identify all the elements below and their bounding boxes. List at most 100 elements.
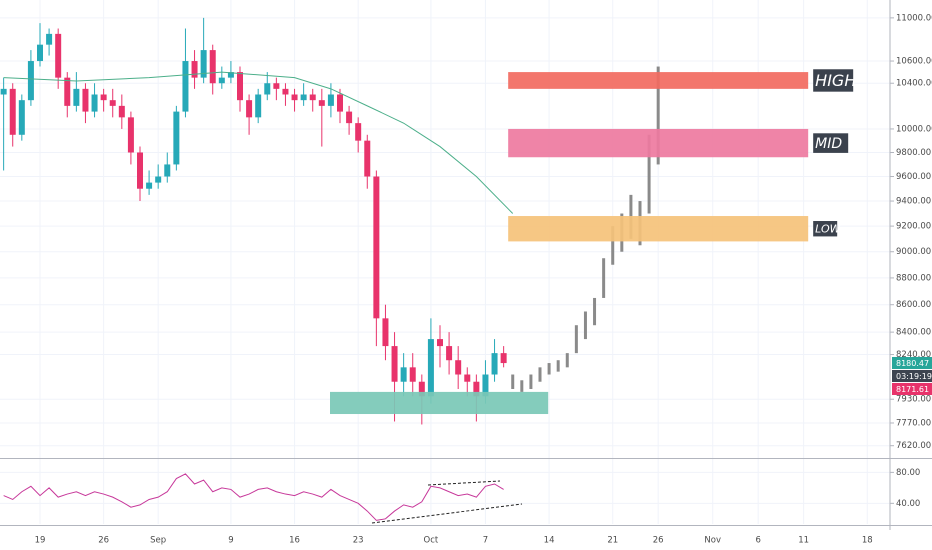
candle-body (227, 72, 234, 78)
price-label-box (892, 382, 932, 395)
candle-body (273, 83, 280, 89)
candle-body (327, 94, 334, 106)
candle-body (91, 94, 98, 112)
candle-body (318, 100, 325, 106)
price-label: 8180.47 (896, 359, 929, 368)
candle-body (500, 353, 507, 364)
y-tick-label: 8800.00 (896, 273, 931, 283)
projection-bar (602, 258, 606, 298)
projection-bar (565, 353, 569, 368)
candle-body (364, 140, 371, 177)
projection-bar (574, 325, 578, 354)
candle-body (9, 88, 16, 135)
candle-body (473, 381, 480, 397)
y-tick-label: 7930.00 (896, 395, 931, 405)
zone (508, 216, 809, 242)
x-tick-label: Sep (150, 536, 166, 546)
candle-body (173, 111, 180, 165)
candle-body (346, 111, 353, 124)
trend-line (427, 480, 501, 486)
candle-body (146, 182, 153, 189)
zone-label-box (813, 69, 854, 92)
candle-body (73, 88, 80, 106)
x-tick-label: 19 (35, 536, 46, 546)
price-label: 03:19:19 (896, 372, 932, 381)
y-tick-label: 9600.00 (896, 172, 931, 182)
y-tick-label: 7620.00 (896, 441, 931, 451)
candle-body (246, 100, 253, 118)
candle-body (391, 346, 398, 382)
candle-body (400, 367, 407, 382)
y-tick-label: 8240.00 (896, 350, 931, 360)
candle-body (164, 164, 171, 177)
x-tick-label: 26 (653, 536, 664, 546)
candle-body (482, 374, 489, 397)
candle-body (264, 83, 271, 95)
zone-label-box (813, 133, 849, 153)
zone (508, 72, 809, 89)
candle-body (437, 339, 443, 347)
projection-bar (593, 297, 597, 326)
candle-body (382, 318, 389, 347)
y-tick-label: 10600.00 (896, 57, 932, 67)
candle-body (455, 360, 462, 375)
candle-body (27, 61, 34, 101)
candle-body (355, 123, 362, 141)
candle-body (118, 105, 125, 118)
candle-body (155, 176, 162, 183)
candle-body (109, 100, 116, 106)
candle-body (337, 94, 343, 112)
y-tick-label: 11000.00 (896, 13, 932, 23)
x-tick-label: 6 (755, 536, 760, 546)
projection-bar (556, 360, 560, 372)
candle-body (427, 339, 434, 397)
projection-bar (538, 367, 542, 382)
candle-body (491, 353, 498, 375)
zone (330, 391, 549, 415)
x-tick-label: 26 (98, 536, 109, 546)
price-label-box (892, 369, 932, 382)
candle-body (64, 77, 71, 106)
candle-body (237, 72, 243, 101)
projection-bar (520, 380, 524, 392)
y-tick-label: 7770.00 (896, 418, 931, 428)
zone-label: HIGH (815, 71, 856, 90)
y-tick-label: 40.00 (896, 499, 920, 509)
candle-body (255, 94, 262, 118)
candle-body (127, 117, 134, 153)
candle-body (300, 94, 307, 101)
price-label: 8171.61 (896, 385, 929, 394)
candle-body (55, 33, 62, 78)
trend-line (371, 503, 523, 524)
candle-body (309, 94, 316, 101)
y-tick-label: 10400.00 (896, 79, 932, 89)
candle-body (182, 61, 189, 112)
y-tick-label: 10000.00 (896, 124, 932, 134)
y-tick-label: 9200.00 (896, 222, 931, 232)
projection-bar (511, 374, 515, 389)
moving-average (3, 71, 514, 214)
x-tick-label: Nov (704, 536, 721, 546)
x-tick-label: 18 (862, 536, 873, 546)
x-tick-label: 23 (353, 536, 364, 546)
y-tick-label: 9400.00 (896, 197, 931, 207)
candle-body (218, 77, 225, 84)
projection-bar (656, 66, 660, 165)
zone (508, 128, 809, 158)
candle-body (37, 44, 43, 62)
candle-body (418, 381, 425, 397)
price-label-box (892, 356, 932, 369)
x-tick-label: 16 (289, 536, 300, 546)
projection-bar (547, 363, 551, 375)
x-tick-label: 9 (228, 536, 233, 546)
y-tick-label: 9000.00 (896, 247, 931, 257)
x-tick-label: 21 (607, 536, 618, 546)
candle-body (46, 33, 53, 45)
candle-body (446, 346, 453, 361)
y-tick-label: 8400.00 (896, 328, 931, 338)
projection-bar (529, 374, 533, 389)
candle-body (282, 88, 289, 95)
candle-body (191, 61, 198, 78)
candle-body (82, 88, 89, 112)
